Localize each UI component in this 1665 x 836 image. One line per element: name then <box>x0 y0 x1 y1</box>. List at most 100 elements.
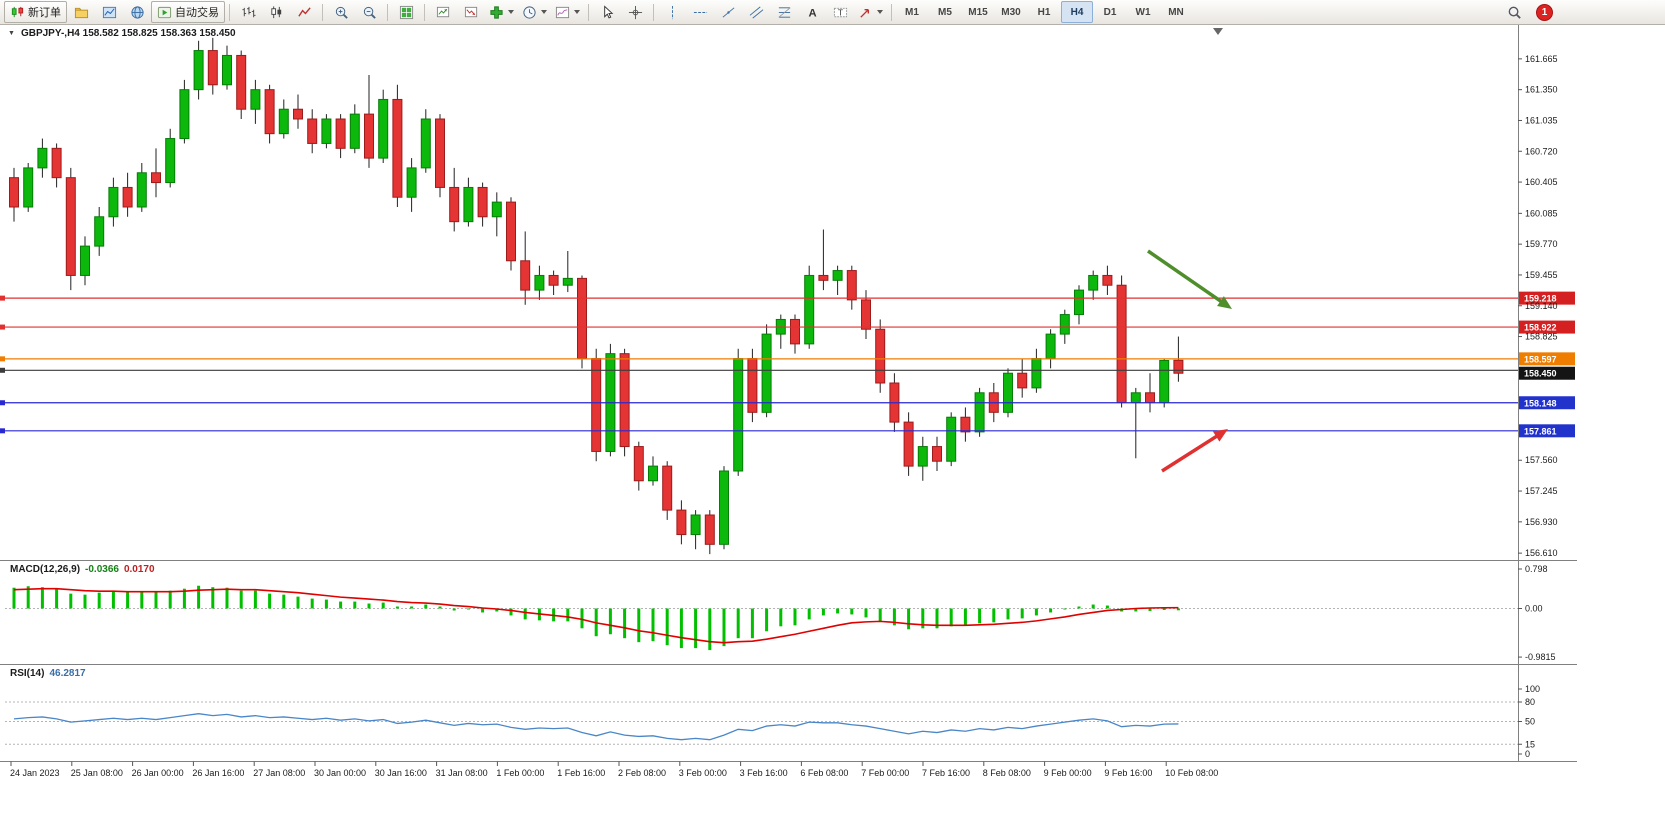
tile-windows-icon <box>399 5 413 19</box>
candle <box>179 89 190 140</box>
rsi-line <box>13 713 1179 741</box>
price-chart: 159.218 158.922 158.597 158.148 157.861 158.4… <box>0 25 1665 836</box>
chart-frame <box>0 25 1577 762</box>
indicators-button[interactable] <box>485 1 518 23</box>
horizontal-line-icon <box>693 11 707 13</box>
svg-text:27 Jan 08:00: 27 Jan 08:00 <box>253 768 305 778</box>
fibonacci-button[interactable] <box>770 1 798 23</box>
svg-text:100: 100 <box>1525 684 1540 694</box>
svg-text:30 Jan 16:00: 30 Jan 16:00 <box>375 768 427 778</box>
svg-text:26 Jan 16:00: 26 Jan 16:00 <box>192 768 244 778</box>
price-tag <box>1519 396 1575 410</box>
svg-text:159.218: 159.218 <box>1524 294 1557 304</box>
toolbar-separator <box>322 3 323 21</box>
svg-text:A: A <box>808 7 816 19</box>
candle <box>790 318 800 345</box>
price-tag <box>1519 424 1575 438</box>
timeframe-m1-button[interactable]: M1 <box>905 6 919 18</box>
candle <box>136 172 147 208</box>
trend-red-arrow[interactable] <box>1161 429 1228 473</box>
market-watch-button[interactable] <box>95 1 123 23</box>
timeframe-mn-button[interactable]: MN <box>1168 6 1184 18</box>
candle <box>1017 372 1028 389</box>
timeframe-h4-button[interactable]: H4 <box>1061 1 1093 23</box>
search-button[interactable] <box>1500 1 1528 23</box>
svg-text:158.148: 158.148 <box>1524 398 1557 408</box>
chart-up-arrow-icon <box>436 6 449 17</box>
svg-text:159.455: 159.455 <box>1525 270 1558 280</box>
svg-text:3 Feb 16:00: 3 Feb 16:00 <box>740 768 788 778</box>
candle <box>960 416 971 433</box>
tile-windows-button[interactable] <box>392 1 420 23</box>
candle <box>1145 392 1155 404</box>
add-indicator-icon <box>490 5 503 19</box>
timeframe-m30-button[interactable]: M30 <box>1001 6 1021 18</box>
auto-trading-button[interactable]: 自动交易 <box>151 1 225 23</box>
svg-text:9 Feb 00:00: 9 Feb 00:00 <box>1044 768 1092 778</box>
candle <box>577 277 587 360</box>
cursor-button[interactable] <box>593 1 621 23</box>
chevron-down-icon <box>508 10 514 14</box>
candle <box>1173 359 1184 374</box>
timeframe-h1-button[interactable]: H1 <box>1037 6 1051 18</box>
svg-text:50: 50 <box>1525 717 1535 727</box>
vertical-line-button[interactable] <box>658 1 686 23</box>
bar-chart-button[interactable] <box>234 1 262 23</box>
periods-button[interactable] <box>518 1 551 23</box>
chart-shift-marker[interactable] <box>1213 28 1223 35</box>
timeframe-m5-button[interactable]: M5 <box>938 6 952 18</box>
candle <box>875 328 886 384</box>
price-tag <box>1519 352 1575 366</box>
channel-button[interactable] <box>742 1 770 23</box>
vertical-line-icon <box>671 5 673 19</box>
candlestick-chart-button[interactable] <box>262 1 290 23</box>
candle <box>534 274 545 291</box>
horizontal-line-button[interactable] <box>686 1 714 23</box>
zoom-out-button[interactable] <box>355 1 383 23</box>
candle <box>420 118 431 169</box>
candle <box>818 274 829 281</box>
candle <box>662 465 673 511</box>
timeframe-d1-button[interactable]: D1 <box>1103 6 1117 18</box>
auto-trading-label: 自动交易 <box>175 7 219 19</box>
candle <box>946 416 957 462</box>
candle <box>364 113 374 159</box>
expand-ohlc-icon[interactable]: ▼ <box>8 30 15 37</box>
text-label-button[interactable]: T <box>826 1 854 23</box>
candle <box>321 118 332 144</box>
svg-text:15: 15 <box>1525 739 1535 749</box>
candle <box>974 392 985 433</box>
timeframe-m15-button[interactable]: M15 <box>968 6 988 18</box>
crosshair-icon <box>628 5 642 19</box>
crosshair-button[interactable] <box>621 1 649 23</box>
line-left-marker <box>0 367 5 373</box>
new-order-button[interactable]: 新订单 <box>4 1 67 23</box>
candle <box>761 333 772 413</box>
candle <box>491 201 502 218</box>
candle <box>690 514 701 536</box>
svg-text:158.825: 158.825 <box>1525 332 1558 342</box>
timeframe-w1-button[interactable]: W1 <box>1135 6 1151 18</box>
candle <box>619 353 630 448</box>
line-left-marker <box>0 356 5 362</box>
candle <box>1116 284 1127 404</box>
toolbar-separator <box>891 3 892 21</box>
shapes-button[interactable] <box>854 1 887 23</box>
notification-badge[interactable]: 1 <box>1536 3 1553 21</box>
chart-profiles-button[interactable] <box>67 1 95 23</box>
chart-list-button[interactable] <box>457 1 485 23</box>
zoom-in-button[interactable] <box>327 1 355 23</box>
new-chart-button[interactable] <box>429 1 457 23</box>
text-button[interactable]: A <box>798 1 826 23</box>
candle <box>562 277 573 286</box>
symbol-ohlc-label: GBPJPY-,H4 158.582 158.825 158.363 158.4… <box>20 28 236 39</box>
templates-button[interactable] <box>551 1 584 23</box>
horizontal-lines[interactable]: 159.218 158.922 158.597 158.148 157.861 <box>0 291 1575 438</box>
line-chart-button[interactable] <box>290 1 318 23</box>
svg-text:24 Jan 2023: 24 Jan 2023 <box>10 768 60 778</box>
trendline-button[interactable] <box>714 1 742 23</box>
trend-green-arrow[interactable] <box>1147 249 1232 309</box>
candle <box>633 446 644 482</box>
navigator-button[interactable] <box>123 1 151 23</box>
